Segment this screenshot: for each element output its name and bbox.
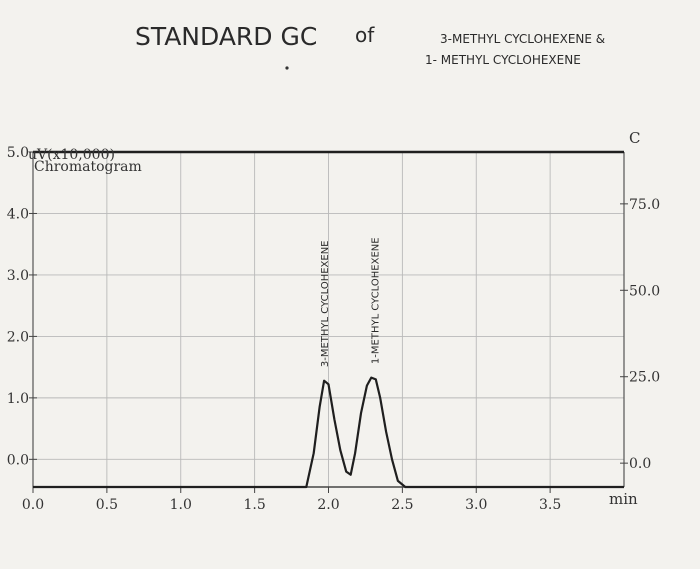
x-tick-label: 2.0 (317, 497, 339, 513)
x-tick-label: 3.0 (465, 497, 487, 513)
peak-label-1-methylcyclohexene: 1-METHYL CYCLOHEXENE (370, 237, 381, 364)
right-tick-label: 75.0 (629, 197, 660, 213)
y-tick-label: 3.0 (7, 268, 29, 284)
x-tick-label: 0.0 (22, 497, 44, 513)
handwritten-compounds-line1: 3-METHYL CYCLOHEXENE & (440, 32, 605, 46)
peak-label-3-methylcyclohexene: 3-METHYL CYCLOHEXENE (320, 240, 331, 367)
chromatogram-signal-line (33, 376, 624, 489)
handwritten-compounds-line2: 1- METHYL CYCLOHEXENE (425, 53, 581, 67)
chart-title: Chromatogram (34, 159, 142, 175)
handwritten-of: of (355, 23, 375, 47)
x-tick-label: 1.0 (170, 497, 192, 513)
y-tick-label: 5.0 (7, 145, 29, 161)
handwritten-title: STANDARD GC (135, 22, 317, 51)
x-tick-label: 2.5 (391, 497, 413, 513)
y-tick-label: 4.0 (7, 206, 29, 222)
right-axis-label: C (629, 129, 640, 147)
x-tick-label: 0.5 (96, 497, 118, 513)
x-tick-label: 1.5 (243, 497, 265, 513)
y-tick-label: 2.0 (7, 329, 29, 345)
y-tick-label: 1.0 (7, 391, 29, 407)
right-tick-label: 0.0 (629, 456, 651, 472)
chromatogram-traces (33, 150, 624, 489)
peak-annotations: 3-METHYL CYCLOHEXENE 1-METHYL CYCLOHEXENE (320, 237, 381, 367)
tick-labels: 0.0 0.5 1.0 1.5 2.0 2.5 3.0 3.5 0.0 1.0 2.0 3.0 4.0 5… (7, 145, 660, 513)
y-axis-label: uV(x10,000) (28, 147, 115, 163)
right-tick-label: 50.0 (629, 283, 660, 299)
right-tick-label: 25.0 (629, 370, 660, 386)
x-axis-unit: min (609, 490, 638, 508)
x-tick-label: 3.5 (539, 497, 561, 513)
y-tick-label: 0.0 (7, 452, 29, 468)
grid-lines (33, 152, 624, 487)
ink-dot (285, 66, 289, 70)
